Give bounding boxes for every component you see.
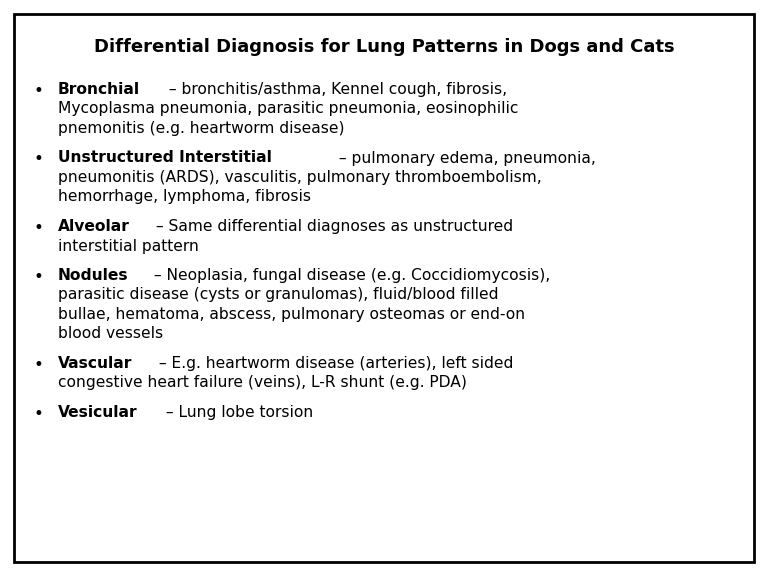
Text: Mycoplasma pneumonia, parasitic pneumonia, eosinophilic: Mycoplasma pneumonia, parasitic pneumoni… [58, 101, 518, 116]
Text: •: • [33, 405, 43, 423]
Text: – bronchitis/asthma, Kennel cough, fibrosis,: – bronchitis/asthma, Kennel cough, fibro… [164, 82, 507, 97]
Text: pnemonitis (e.g. heartworm disease): pnemonitis (e.g. heartworm disease) [58, 121, 345, 136]
Text: – Same differential diagnoses as unstructured: – Same differential diagnoses as unstruc… [151, 219, 513, 234]
Text: – E.g. heartworm disease (arteries), left sided: – E.g. heartworm disease (arteries), lef… [154, 356, 513, 371]
Text: – Neoplasia, fungal disease (e.g. Coccidiomycosis),: – Neoplasia, fungal disease (e.g. Coccid… [149, 268, 551, 283]
Text: •: • [33, 219, 43, 237]
Text: Unstructured Interstitial: Unstructured Interstitial [58, 150, 272, 165]
Text: congestive heart failure (veins), L-R shunt (e.g. PDA): congestive heart failure (veins), L-R sh… [58, 376, 467, 391]
Text: blood vessels: blood vessels [58, 327, 163, 342]
Text: Bronchial: Bronchial [58, 82, 140, 97]
Text: bullae, hematoma, abscess, pulmonary osteomas or end-on: bullae, hematoma, abscess, pulmonary ost… [58, 307, 525, 322]
Text: •: • [33, 82, 43, 100]
Text: – Lung lobe torsion: – Lung lobe torsion [161, 405, 313, 420]
Text: Nodules: Nodules [58, 268, 128, 283]
Text: parasitic disease (cysts or granulomas), fluid/blood filled: parasitic disease (cysts or granulomas),… [58, 287, 498, 302]
Text: hemorrhage, lymphoma, fibrosis: hemorrhage, lymphoma, fibrosis [58, 190, 311, 204]
Text: •: • [33, 268, 43, 286]
Text: Differential Diagnosis for Lung Patterns in Dogs and Cats: Differential Diagnosis for Lung Patterns… [94, 38, 674, 56]
Text: pneumonitis (ARDS), vasculitis, pulmonary thromboembolism,: pneumonitis (ARDS), vasculitis, pulmonar… [58, 170, 541, 185]
Text: •: • [33, 356, 43, 374]
Text: – pulmonary edema, pneumonia,: – pulmonary edema, pneumonia, [334, 150, 596, 165]
Text: Alveolar: Alveolar [58, 219, 130, 234]
Text: •: • [33, 150, 43, 169]
Text: interstitial pattern: interstitial pattern [58, 238, 199, 253]
Text: Vascular: Vascular [58, 356, 132, 371]
Text: Vesicular: Vesicular [58, 405, 137, 420]
